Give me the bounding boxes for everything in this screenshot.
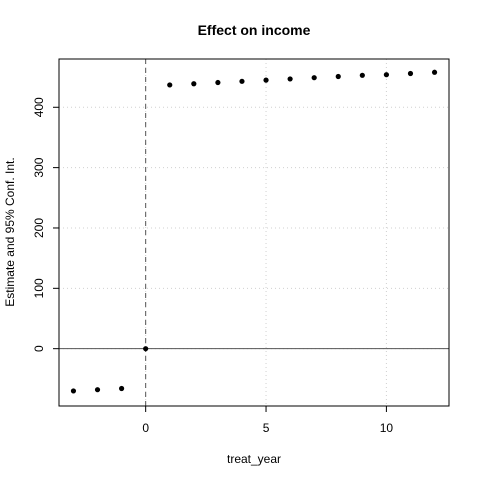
- data-point: [335, 73, 341, 80]
- x-tick-label: 5: [263, 421, 270, 435]
- y-tick-label: 300: [32, 157, 46, 177]
- chart-title: Effect on income: [198, 22, 311, 38]
- data-point: [143, 346, 149, 352]
- x-tick-label: 0: [142, 421, 149, 435]
- data-point: [311, 75, 317, 81]
- reference-lines: [59, 59, 449, 406]
- data-point: [191, 81, 197, 87]
- grid-lines: [59, 59, 449, 406]
- data-point: [215, 79, 221, 86]
- x-axis-label: treat_year: [227, 452, 281, 466]
- data-point: [407, 70, 414, 77]
- data-points: [70, 69, 438, 394]
- y-tick-label: 200: [32, 218, 46, 238]
- x-tick-label: 10: [380, 421, 394, 435]
- y-axis-label: Estimate and 95% Conf. Int.: [3, 157, 17, 306]
- data-point: [167, 82, 173, 88]
- y-tick-label: 0: [32, 345, 46, 352]
- data-point: [383, 72, 390, 78]
- y-axis: 0 100 200 300 400: [32, 97, 59, 352]
- y-tick-label: 100: [32, 278, 46, 298]
- data-point: [239, 78, 245, 84]
- data-point: [359, 72, 365, 78]
- x-axis: 0 5 10: [142, 406, 393, 435]
- y-tick-label: 400: [32, 97, 46, 117]
- data-point: [118, 385, 125, 392]
- plot-frame: [58, 58, 450, 407]
- data-point: [263, 77, 269, 83]
- data-point: [70, 388, 77, 394]
- data-point: [287, 76, 293, 82]
- data-point: [94, 387, 101, 393]
- data-point: [431, 69, 438, 75]
